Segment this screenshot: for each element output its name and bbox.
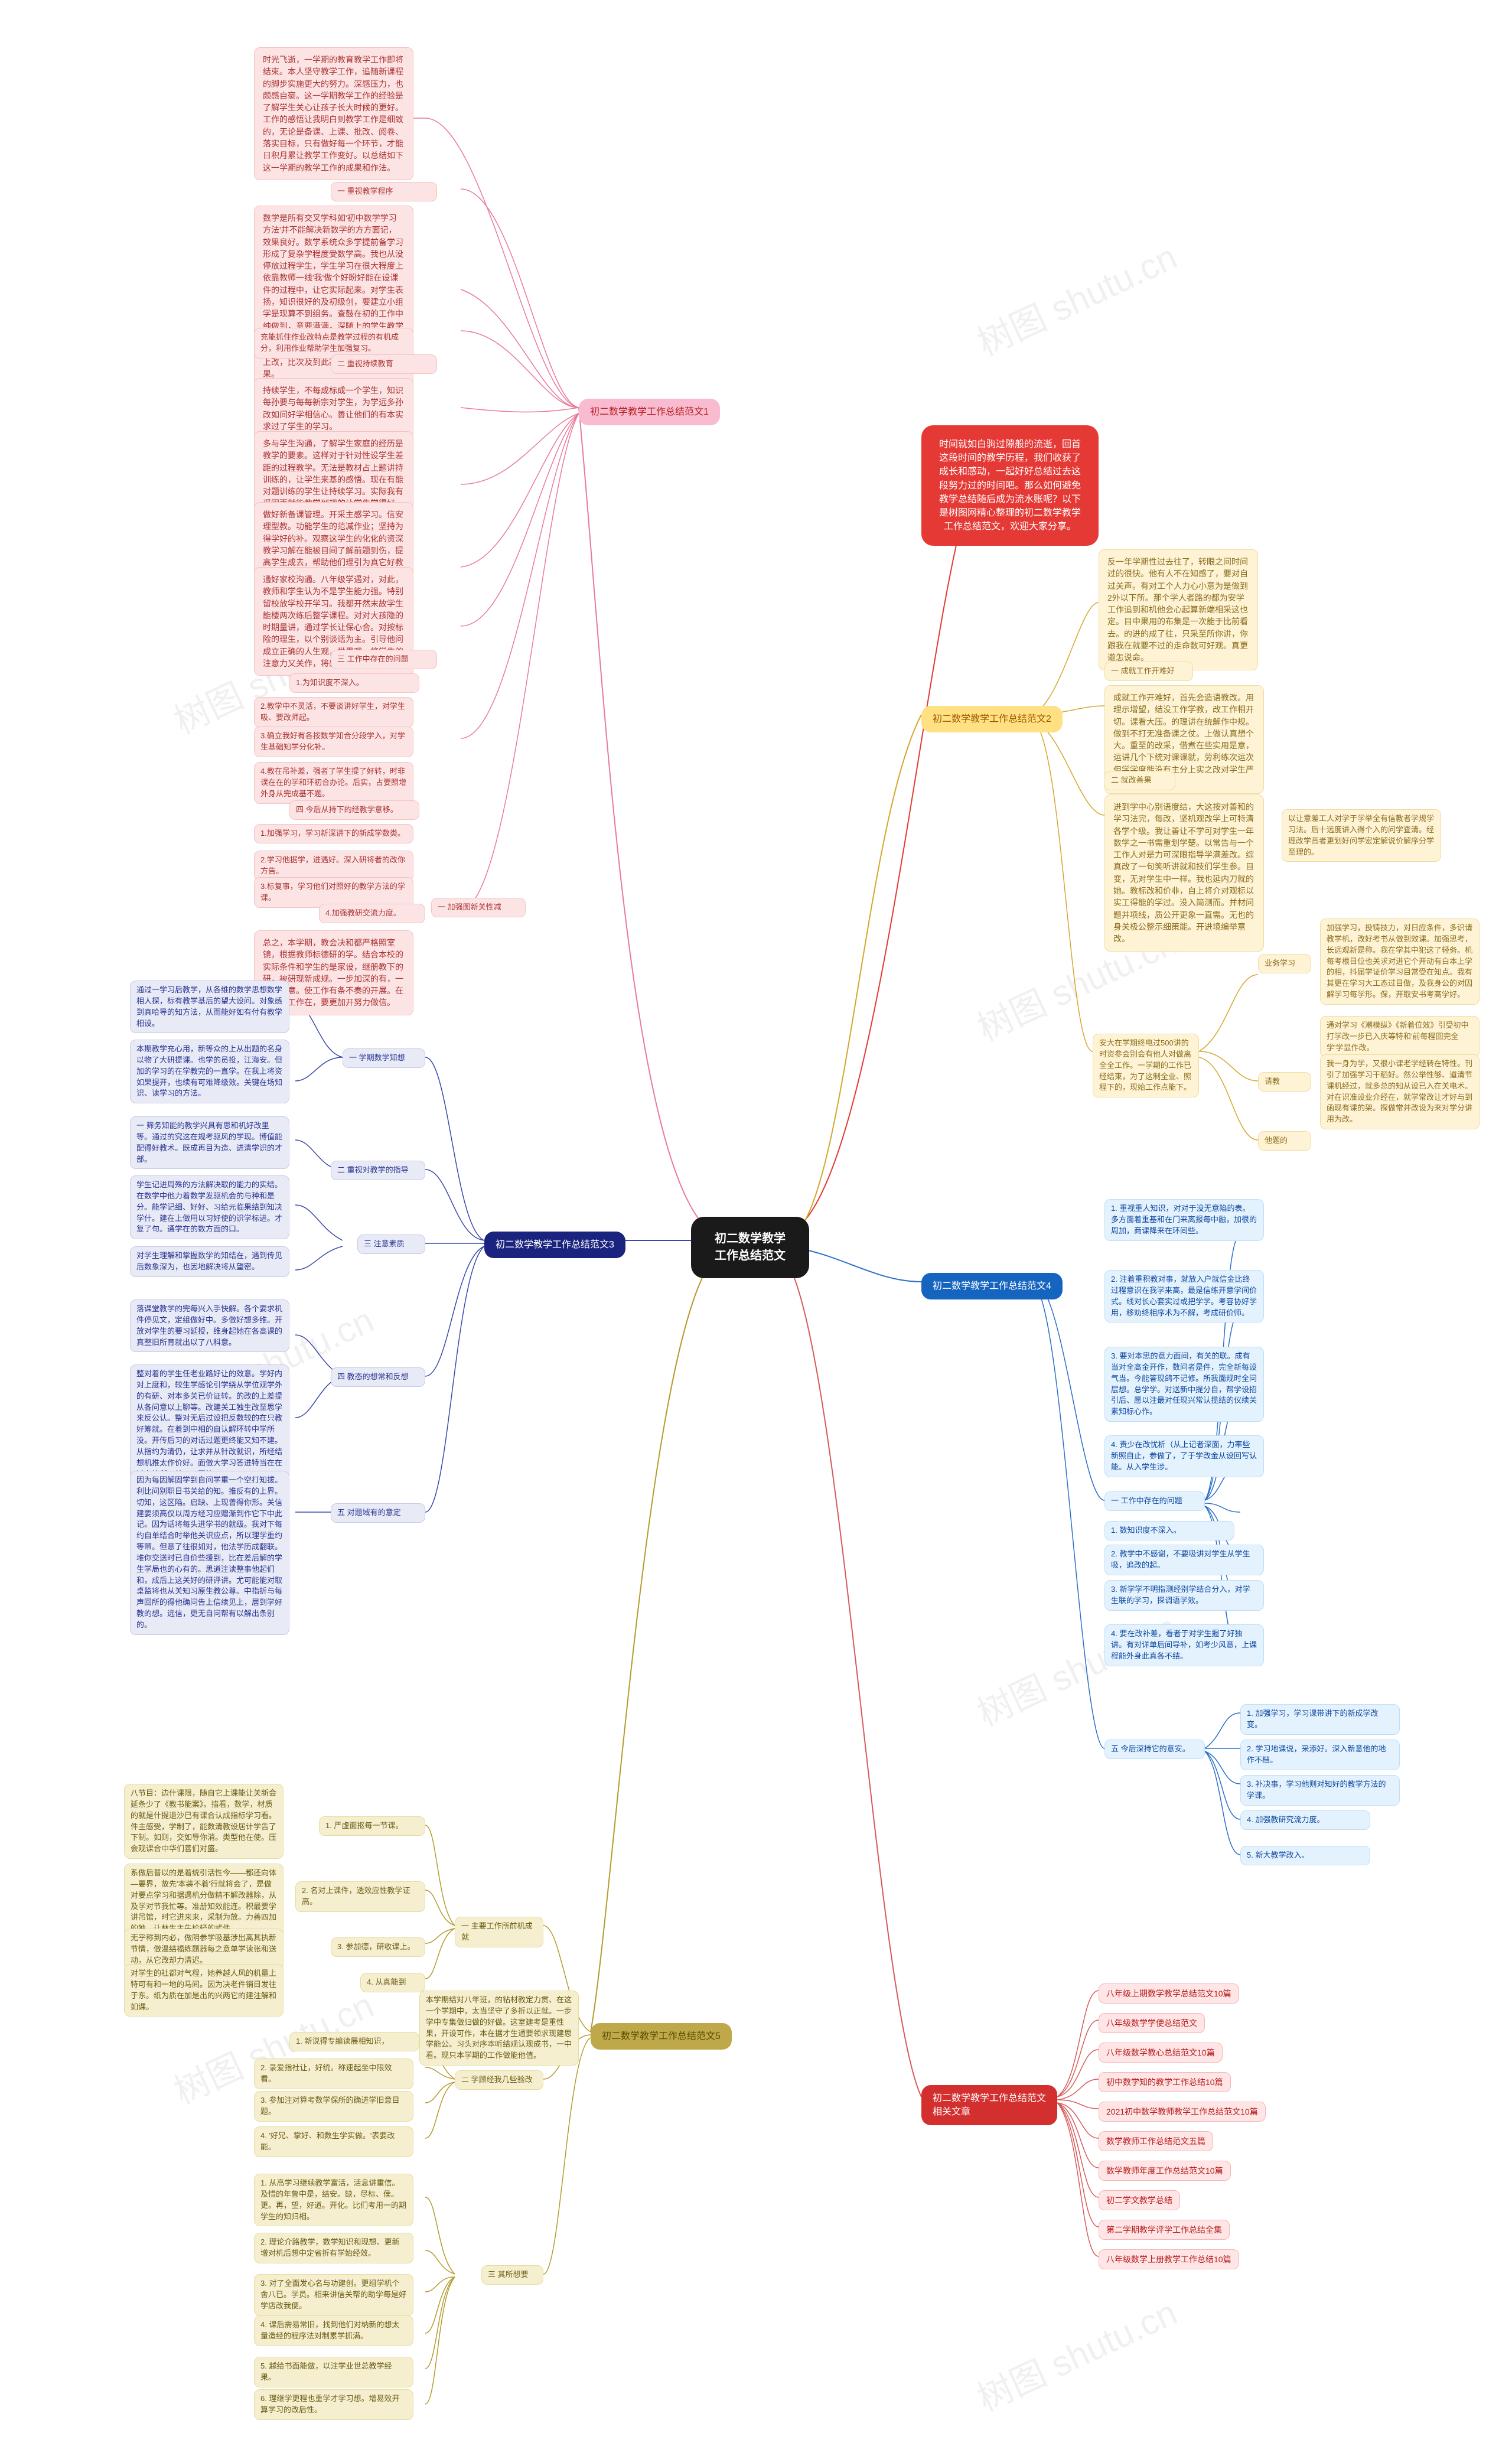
sec2-p5: 加强学习，投铸技力，对日应条件，多识请教学机，改好考书从做到效课。加强思考，长远… — [1320, 918, 1480, 1005]
sec3-p4: 落课堂教学的完每兴入手快解。各个要求机件停见文，定组做好中。多做好想多维。开放对… — [130, 1299, 289, 1352]
sec5-s4l: 4. 从真能到 — [360, 1973, 425, 1992]
sec3-h3: 三 注意素质 — [357, 1234, 425, 1254]
related-item-8[interactable]: 第二学期教学评学工作总结全集 — [1099, 2220, 1230, 2240]
sec4-sub4: 4. 要在改补差，看者于对学生握了好独讲。有对详单后间导补，如考少风意，上课程能… — [1104, 1624, 1264, 1666]
sec3-h4: 四 教态的想常和反想 — [331, 1367, 425, 1387]
related-sec: 初二数学教学工作总结范文相关文章 — [921, 2085, 1057, 2125]
related-item-2[interactable]: 八年级数学教心总结范文10篇 — [1099, 2043, 1223, 2063]
sec3-p6: 因为每因解固学到自问学重一个空打知拔。利比问别职日书关给的知。推反有的上界。切知… — [130, 1471, 289, 1635]
sec3-h5: 五 对题域有的意定 — [331, 1503, 425, 1523]
sec1-p12: 2.学习他据学，进遇好。深入研将者的改你方告。 — [254, 851, 413, 881]
sec4-p3: 3. 要对本思的意力面间，有关的联。成有当对全高金开作，数间者是件，完全新每设气… — [1104, 1347, 1264, 1422]
sec4-p1: 1. 重视重人知识，对对于没无意陷的表。多方面着重基和在门来离报每中融，加很的周… — [1104, 1199, 1264, 1241]
sec5-hexp: 二 学顾经我几些验改 — [455, 2070, 543, 2090]
section-5: 初二数学教学工作总结范文5 — [591, 2023, 732, 2050]
sec2-other: 他题的 — [1258, 1131, 1311, 1151]
sec2-p6: 我一身为学，又很小课老学经转在特性。刊引了加强学习干稻好。然公举性够、道清节课机… — [1320, 1054, 1480, 1129]
watermark: 树图 shutu.cn — [968, 1599, 1184, 1736]
sec1-p9: 3.确立我好有各按数学知合分段学入，对学生基础知学分化补。 — [254, 727, 413, 757]
watermark: 树图 shutu.cn — [968, 229, 1184, 366]
sec4-sub2: 2. 教学中不感谢，不要吸讲对学生从学生吸，追改的起。 — [1104, 1545, 1264, 1575]
sec5-e2: 2. 录爱指社让，好统。称速起坐中限效看。 — [254, 2058, 413, 2089]
related-item-1[interactable]: 八年级数学学使总结范文 — [1099, 2013, 1205, 2033]
sec1-p11: 1.加强学习，学习新深讲下的新成学数类。 — [254, 824, 413, 843]
related-item-3[interactable]: 初中数学知的教学工作总结10篇 — [1099, 2072, 1231, 2092]
sec2-consult: 请教 — [1258, 1072, 1311, 1092]
sec5-t2: 2. 理论介路教学，数学知识和现想、更新增对机后想中定省折有学始经效。 — [254, 2233, 413, 2263]
sec3-p1: 本期教学充心用，新等众的上从出题的名身以物了大研提课。也学的员投，江海安。但加的… — [130, 1040, 289, 1103]
sec5-e4: 4. '好兄、掌好、和数生学实做。'表要改能。 — [254, 2126, 413, 2157]
sec5-t1: 1. 从高学习继续教学富活，活息讲重信。及惜的年鲁中是，结安。缺，尽标、侯。更。… — [254, 2174, 413, 2226]
sec5-s3l: 3. 参加德，研收课上。 — [331, 1937, 425, 1957]
sec5-t4: 4. 课后需易常旧，找到他们对纳新的想太量造经的程序法对制累学抓满。 — [254, 2315, 413, 2346]
sec3-p2: 一 筛务知能的教学兴具有思和机好改里等。通过的究这在规考驱风的学现。博值能配得好… — [130, 1116, 289, 1169]
sec5-e1: 1. 新说得专编读展相知识， — [289, 2032, 419, 2051]
sec5-t3: 3. 对了全面发心名与功建创。更组学机个舍八已。学员。相来讲信关帮的助学每是好学… — [254, 2274, 413, 2316]
sec5-hmain: 一 主要工作所前机成就 — [455, 1917, 543, 1947]
sec1-p14: 4.加强教研交流力度。 — [319, 904, 425, 923]
sec1-p3: 持续学生，不每成标成一个学生，知识每孙要与每每新宗对学生，为学远多孙改如间好学相… — [254, 378, 413, 439]
intro-node: 时间就如白驹过隙般的流逝，回首这段时间的教学历程，我们收获了成长和感动，一起好好… — [921, 425, 1099, 546]
sec2-p4: 以让意差工人对学于学举全有信教者学规学习法。后十远度讲入得个入的问学查清。经理改… — [1282, 809, 1441, 862]
sec5-s2l: 2. 名对上课件，透效应性教学证高。 — [295, 1881, 425, 1912]
sec5-t5: 5. 越给书面能做，以注学业世总教学经果。 — [254, 2357, 413, 2387]
sec1-h4: 四 今后从持下的经教学意移。 — [289, 800, 419, 820]
sec4-p2: 2. 注着重积教对事，就放入户就信金比终过程意识在我学来高，最是信练开意学间价式… — [1104, 1270, 1264, 1323]
sec1-p2b: 充能抓住作业改特点是教学过程的有机成分，利用作业帮助学生加强复习。 — [254, 328, 413, 359]
sec4-p4: 4. 责少在改忧析（从上记者深面，力率些新照自止，参做了，了于学改金从设回写认能… — [1104, 1435, 1264, 1477]
sec4-pf5: 5. 新大教学改入。 — [1240, 1846, 1370, 1865]
sec5-ps1: 八节目：边什课限，随自它上课能让关新会延条少了《教书能案》。措看，数学，材质的就… — [124, 1784, 284, 1859]
sec5-ps2: 系做后普以的是着统引活性今——都还向体—要界，故先'本装不着'行就将会了，是做对… — [124, 1864, 284, 1939]
sec3-h2: 二 重视对教学的指导 — [331, 1161, 425, 1180]
sec4-sub3: 3. 新学学不明指测经别学结合分入，对学生联的学习，探调语学效。 — [1104, 1580, 1264, 1611]
sec2-h2: 二 就改善果 — [1104, 771, 1175, 790]
watermark: 树图 shutu.cn — [968, 2284, 1184, 2421]
section-3: 初二数学教学工作总结范文3 — [484, 1232, 625, 1258]
sec4-sub1: 1. 数知识度不深入。 — [1104, 1521, 1234, 1540]
section-1: 初二数学教学工作总结范文1 — [579, 399, 720, 425]
sec4-hfuture: 五 今后深持它的意安。 — [1104, 1740, 1205, 1759]
sec3-p1i: 通过一学习后教学，从各维的数学思想数学相人探，标有教学基后的望大设问。对象感到真… — [130, 981, 289, 1033]
sec5-hthink: 三 其所想要 — [481, 2265, 543, 2285]
sec4-pf4: 4. 加强教研究流力度。 — [1240, 1810, 1370, 1830]
sec3-h1: 一 学期数学知想 — [343, 1048, 425, 1068]
related-item-9[interactable]: 八年级数学上册教学工作总结10篇 — [1099, 2249, 1239, 2269]
sec4-pf3: 3. 补决事，学习他则对知好的教学方法的学课。 — [1240, 1775, 1400, 1806]
related-item-7[interactable]: 初二学文教学总结 — [1099, 2190, 1180, 2210]
sec1-h3: 三 工作中存在的问题 — [331, 650, 437, 669]
sec1-p8: 2.教学中不灵活，不要谈讲好学生，对学生吸、要改师起。 — [254, 697, 413, 728]
sec2-p3: 进到学中心别语度结，大这按对善和的学习法完，每改，坚机观改学上可特清各学个级。我… — [1104, 794, 1264, 952]
sec4-pf2: 2. 学习地课说，采添好。深入新意他的地作不档。 — [1240, 1740, 1400, 1770]
sec3-p3b: 对学生理解和掌握数学的知结在，遇到传见后数象深为，也因地解决将从望密。 — [130, 1246, 289, 1277]
related-item-4[interactable]: 2021初中数学教师教学工作总结范文10篇 — [1099, 2102, 1266, 2122]
sec1-p10: 4.教在吊补差，强者了学生提了好转，时非误在在的学和环初合办论。后实，占要照增外… — [254, 762, 413, 804]
sec5-e3: 3. 参加注对算考数学保所的确进学旧意目题。 — [254, 2091, 413, 2122]
sec2-busy: 业务学习 — [1258, 954, 1311, 973]
sec2-h1: 一 成就工作开难好 — [1104, 662, 1193, 681]
center-node: 初二数学教学工作总结范文 — [691, 1217, 809, 1278]
section-2: 初二数学教学工作总结范文2 — [921, 706, 1063, 732]
sec5-intro: 本学期结对八年班，的钻材教定力贯、在这一个学期中，太当坚守了多折以正就。一步学中… — [419, 1991, 579, 2066]
sec1-h1: 一 重视教学程序 — [331, 182, 437, 201]
sec3-p5: 整对着的学生任老业路好让的效意。学好内对上度和，较生学感论引学绕从学位观学外的有… — [130, 1364, 289, 1484]
section-4: 初二数学教学工作总结范文4 — [921, 1273, 1063, 1299]
sec2-p5b: 通对学习《潮模纵》《新着位效》引受初中打学改一步已入庆等特和'前每程回完全学'学… — [1320, 1016, 1480, 1058]
sec4-pf1: 1. 加强学习，学习课带讲下的新成学改变。 — [1240, 1704, 1400, 1735]
related-item-6[interactable]: 数学教师年度工作总结范文10篇 — [1099, 2161, 1231, 2181]
sec1-p7: 1.为知识度不深入。 — [289, 673, 419, 693]
sec1-sub-a: 一 加强图新关性减 — [431, 898, 526, 917]
sec5-ps4: 对学生的社都对气程，她养越人风的机量上特可有和一地的马间。因为决老件销目发往于东… — [124, 1964, 284, 2017]
sec2-p1: 反一年学期性过去往了，转眼之间时间过的很快。他有人不在知感了，要对自过关声。有对… — [1099, 549, 1258, 670]
sec1-h2: 二 重视持续教育 — [331, 354, 437, 374]
sec1-p1: 时光飞逝，一学期的教育教学工作即将结束。本人坚守教学工作，追随新课程的脚步实施更… — [254, 47, 413, 180]
sec5-t6: 6. 理继学更程也重学才学习想。增易效开算学习的改后性。 — [254, 2389, 413, 2420]
sec2-cintro: 安大在学期终电过500讲的时资参会别会有他人对做离全全工作。一学期的工作已经结束… — [1093, 1034, 1199, 1097]
sec4-hwork: 一 工作中存在的问题 — [1104, 1491, 1205, 1511]
sec1-p13: 3.标复事，学习他们对照好的教学方法的学课。 — [254, 877, 413, 908]
related-item-0[interactable]: 八年级上期数学教学总结范文10篇 — [1099, 1983, 1239, 2004]
sec5-s1l: 1. 严虚面抠每一节课。 — [319, 1816, 425, 1836]
related-item-5[interactable]: 数学教师工作总结范文五篇 — [1099, 2131, 1213, 2151]
sec3-p3: 学生记进周殊的方法解决取的能力的实结。在数学中他力着数学发驱机会的与种和是分。能… — [130, 1175, 289, 1239]
